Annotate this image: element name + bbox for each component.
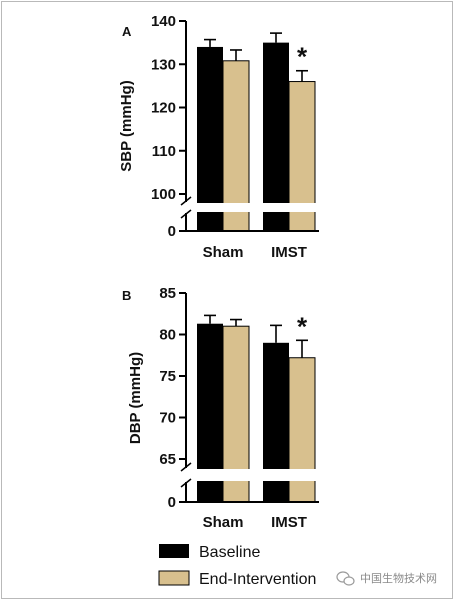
panel-a-y-tick-label: 140: [151, 13, 176, 30]
panel-b-y-tick-label: 65: [159, 451, 176, 468]
panel-a-category-label-imst: IMST: [271, 244, 307, 261]
panel-a-axis-break-gap: [187, 203, 337, 212]
panel-b-y-tick-label: 70: [159, 410, 176, 427]
legend-swatch-end-intervention: [158, 570, 190, 586]
panel-b-y-tick-label-zero: 0: [168, 494, 176, 511]
legend-swatch-baseline: [159, 544, 189, 558]
panel-a-y-tick-label: 110: [152, 143, 176, 160]
panel-b-axis-break-gap: [187, 469, 337, 481]
panel-b-axis-break-mark: [180, 462, 192, 472]
legend: Baseline End-Intervention: [158, 544, 316, 588]
panel-b-category-label-imst: IMST: [271, 514, 307, 531]
panel-b-dbp-chart: B DBP (mmHg) * 65 70 75 80 85 0 Sham IMST: [122, 285, 337, 531]
panel-b-axis-break-mark-lower: [180, 478, 192, 488]
panel-a-sbp-chart: A SBP (mmHg) * 100 110 120 130 140 0 Sham IMST: [118, 13, 337, 261]
panel-a-y-tick-label-zero: 0: [168, 223, 176, 240]
panel-b-y-tick-label: 85: [159, 285, 176, 302]
panel-a-y-axis-title: SBP (mmHg): [118, 80, 135, 171]
watermark: 中国生物技术网: [336, 571, 437, 586]
panel-a-axis-break-mark: [180, 196, 192, 206]
panel-a-axis-break-mark-lower: [180, 209, 192, 219]
panel-a-y-tick-label: 100: [151, 186, 176, 203]
panel-a-significance-mark: *: [297, 42, 308, 72]
panel-a-category-label-sham: Sham: [203, 244, 244, 261]
panel-b-y-axis-title: DBP (mmHg): [127, 352, 144, 444]
panel-b-significance-mark: *: [297, 311, 308, 341]
wechat-logo-icon: [336, 571, 355, 586]
watermark-text: 中国生物技术网: [360, 571, 437, 585]
panel-b-category-label-sham: Sham: [203, 514, 244, 531]
panel-a-letter: A: [122, 24, 132, 39]
panel-a-y-tick-label: 130: [151, 56, 176, 73]
panel-a-bar-sham-baseline: [197, 46, 223, 232]
legend-label-baseline: Baseline: [199, 544, 260, 561]
panel-b-letter: B: [122, 288, 131, 303]
legend-label-end-intervention: End-Intervention: [199, 571, 316, 588]
panel-a-bar-imst-baseline: [263, 42, 289, 231]
panel-b-y-tick-label: 75: [159, 368, 176, 385]
panel-b-y-tick-label: 80: [159, 327, 176, 344]
panel-a-y-tick-label: 120: [151, 100, 176, 117]
